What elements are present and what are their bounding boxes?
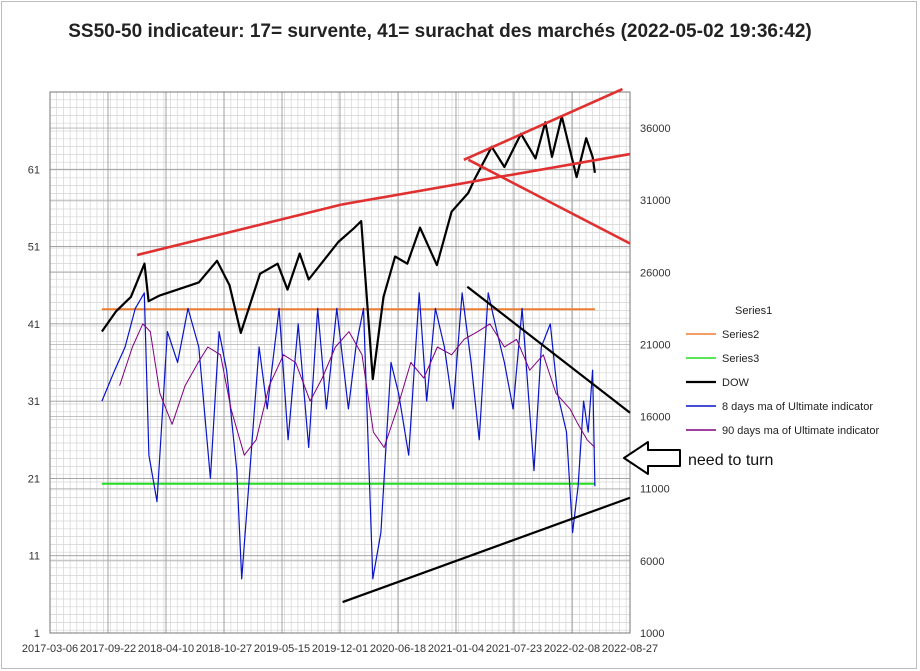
y-right-tick-label: 36000 — [640, 123, 671, 135]
legend-entry: 8 days ma of Ultimate indicator — [722, 401, 873, 413]
x-tick-label: 2021-01-04 — [428, 643, 484, 655]
trendline-red — [467, 158, 631, 245]
annotation-text: need to turn — [688, 452, 773, 469]
x-tick-label: 2021-07-23 — [486, 643, 542, 655]
y-right-tick-label: 1000 — [640, 628, 664, 640]
y-left-tick-label: 31 — [28, 396, 40, 408]
y-left-tick-label: 1 — [34, 628, 40, 640]
left-arrow-icon — [623, 441, 681, 475]
legend-entry: 90 days ma of Ultimate indicator — [722, 425, 879, 437]
x-tick-label: 2022-08-27 — [602, 643, 658, 655]
y-right-tick-label: 31000 — [640, 195, 671, 207]
y-left-tick-label: 21 — [28, 473, 40, 485]
legend-entry: Series3 — [722, 353, 759, 365]
trendline-black — [466, 285, 631, 414]
x-tick-label: 2019-05-15 — [254, 643, 310, 655]
y-right-tick-label: 16000 — [640, 412, 671, 424]
y-right-tick-label: 6000 — [640, 556, 664, 568]
dow-line — [101, 115, 596, 381]
x-tick-label: 2019-12-01 — [312, 643, 368, 655]
trendline-red — [341, 152, 631, 206]
y-right-tick-label: 21000 — [640, 339, 671, 351]
legend-entry: Series2 — [722, 329, 759, 341]
y-left-tick-label: 11 — [29, 551, 40, 563]
ma8-line — [101, 292, 596, 580]
legend-entry: Series1 — [735, 305, 772, 317]
y-left-tick-label: 51 — [28, 242, 40, 254]
trendline-red — [136, 203, 343, 257]
x-tick-label: 2018-04-10 — [138, 643, 194, 655]
x-tick-label: 2017-03-06 — [22, 643, 78, 655]
trendline-red — [463, 87, 623, 161]
x-tick-label: 2020-06-18 — [370, 643, 426, 655]
y-left-tick-label: 41 — [28, 319, 40, 331]
x-tick-label: 2017-09-22 — [80, 643, 136, 655]
x-tick-label: 2022-02-08 — [544, 643, 600, 655]
plot-area-border — [49, 91, 631, 634]
legend-entry: DOW — [722, 377, 750, 389]
chart-title: SS50-50 indicateur: 17= survente, 41= su… — [68, 21, 812, 42]
y-right-tick-label: 26000 — [640, 267, 671, 279]
y-right-tick-label: 11000 — [640, 484, 670, 496]
ma90-line — [119, 323, 596, 456]
x-tick-label: 2018-10-27 — [196, 643, 252, 655]
y-left-tick-label: 61 — [28, 164, 40, 176]
trendline-black — [342, 496, 631, 604]
